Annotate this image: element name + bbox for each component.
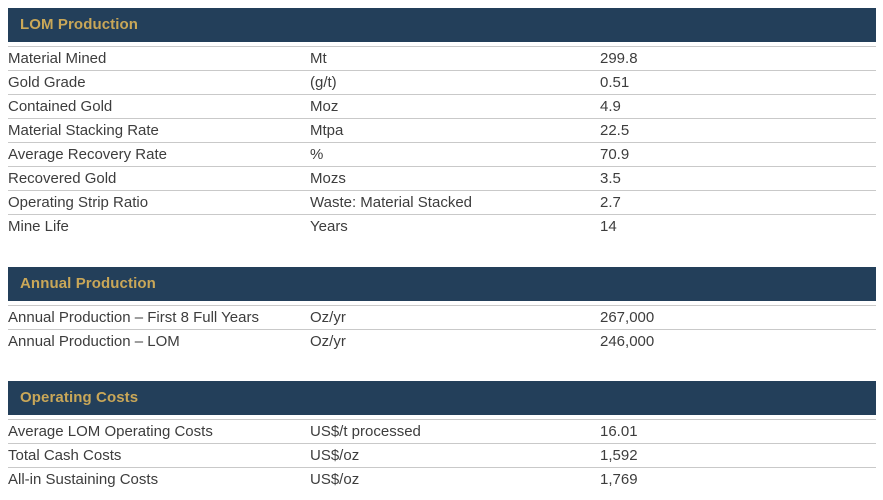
row-value: 299.8 [600,46,876,71]
row-value: 70.9 [600,142,876,167]
row-unit: Oz/yr [310,332,346,350]
row-unit: US$/oz [310,471,360,489]
row-value: 16.01 [600,419,876,444]
row-unit: Years [310,218,348,236]
row-value: 267,000 [600,305,876,330]
row-label: Total Cash Costs [8,443,310,468]
section-operating-costs: Operating Costs Average LOM Operating Co… [8,381,876,492]
row-unit: Waste: Material Stacked [310,190,600,215]
row-label: Mine Life [8,218,69,236]
row-value: 0.51 [600,70,876,95]
row-unit: (g/t) [310,70,600,95]
row-value: 1,592 [600,443,876,468]
table-row: Average LOM Operating Costs US$/t process… [8,419,876,444]
section-annual-production: Annual Production Annual Production – Fi… [8,266,876,354]
section-header-annual-production: Annual Production [8,266,876,301]
table-row: All-in Sustaining Costs US$/oz 1,769 [8,468,876,492]
row-label: Annual Production – LOM [8,332,180,350]
section-title: LOM Production [20,16,139,33]
lom-production-table: Material Mined Mt 299.8 Gold Grade (g/t) 0.51… [8,46,876,239]
row-label: Material Mined [8,46,310,71]
table-row: Mine Life Years 14 [8,215,876,239]
row-label: Average Recovery Rate [8,142,310,167]
section-title: Operating Costs [20,389,139,406]
table-row: Total Cash Costs US$/oz 1,592 [8,443,876,468]
table-row: Material Mined Mt 299.8 [8,46,876,71]
row-value: 1,769 [600,471,638,489]
table-row: Average Recovery Rate% 70.9 [8,142,876,167]
row-value: 14 [600,218,617,236]
table-row: Material Stacking Rate Mtpa 22.5 [8,118,876,143]
row-unit: Oz/yr [310,305,600,330]
row-label: Material Stacking Rate [8,118,310,143]
section-lom-production: LOM Production Material Mined Mt 299.8 Gold… [8,8,876,239]
row-label: Contained Gold [8,94,310,119]
row-unit: US$/t processed [310,419,600,444]
row-label: Recovered Gold [8,166,310,191]
row-label: Operating Strip Ratio [8,190,310,215]
row-value: 3.5 [600,166,876,191]
table-row: Gold Grade (g/t) 0.51 [8,70,876,95]
table-row: Recovered Gold Mozs 3.5 [8,166,876,191]
annual-production-table: Annual Production – First 8 Full Years Oz… [8,304,876,354]
row-unit: US$/oz [310,443,600,468]
table-row: Operating Strip Ratio Waste: Material Sta… [8,190,876,215]
row-label: All-in Sustaining Costs [8,471,159,489]
section-header-operating-costs: Operating Costs [8,381,876,415]
row-unit: Mozs [310,166,600,191]
row-label: Annual Production – First 8 Full Years [8,305,310,330]
row-value: 2.7 [600,190,876,215]
section-title: Annual Production [20,274,156,292]
table-row: Annual Production – LOM Oz/yr 246,000 [8,329,876,353]
row-value: 246,000 [600,332,655,350]
table-row: Contained Gold Moz 4.9 [8,94,876,119]
row-unit: Mtpa [310,118,600,143]
operating-costs-table: Average LOM Operating Costs US$/t process… [8,419,876,492]
row-value: 4.9 [600,94,876,119]
section-header-lom-production: LOM Production [8,8,876,42]
row-unit: Mt [310,46,600,71]
row-label: Gold Grade [8,70,310,95]
table-row: Annual Production – First 8 Full Years Oz… [8,305,876,330]
row-label: Average LOM Operating Costs [8,419,310,444]
row-unit: Moz [310,94,600,119]
row-value: 22.5 [600,118,876,143]
row-unit: % [310,142,600,167]
